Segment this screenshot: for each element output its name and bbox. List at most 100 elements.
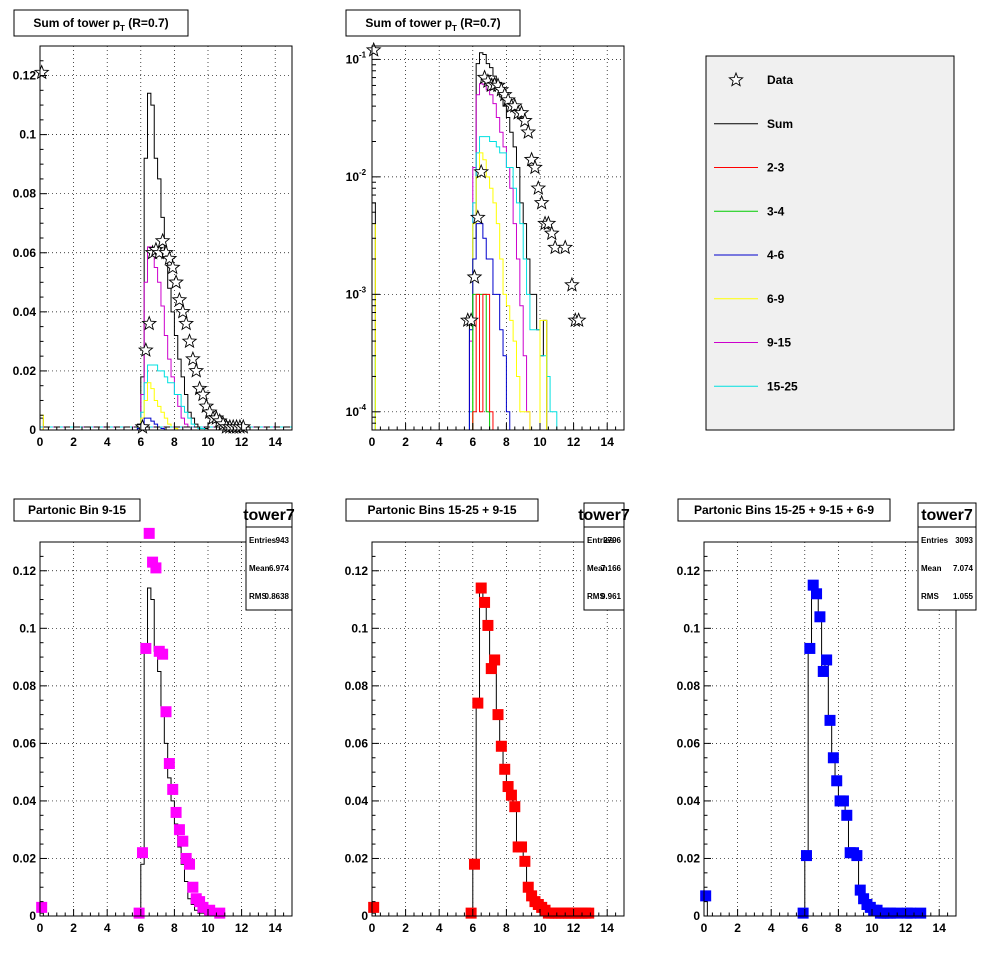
histogram-9-15: [40, 246, 292, 431]
chart-title: Partonic Bins 15-25 + 9-15: [367, 503, 516, 517]
data-point-square: [170, 806, 182, 818]
stats-name: tower7: [921, 507, 973, 524]
x-tick-label: 4: [768, 921, 775, 935]
stats-label: Mean: [921, 564, 942, 573]
data-point-square: [479, 596, 491, 608]
data-point-star: [564, 276, 580, 292]
stats-box: [917, 502, 977, 611]
y-tick-exponent: -3: [359, 285, 367, 294]
data-point-square: [36, 901, 48, 913]
data-point-star: [463, 312, 479, 328]
x-tick-label: 14: [933, 921, 947, 935]
legend-marker-star: [728, 71, 744, 87]
y-tick-exponent: -2: [359, 168, 367, 177]
y-tick-label: 0.08: [345, 679, 369, 693]
data-point-square: [204, 904, 216, 916]
y-tick-label: 0.06: [677, 736, 701, 750]
legend-item: Data: [728, 71, 793, 87]
panel-p1: 0 2 4 6 8 10 12 14 0 0.02 0.04 0.06 0.08 0.1 0.12 Sum o…: [13, 9, 293, 449]
x-tick-label: 8: [171, 921, 178, 935]
data-point-square: [150, 562, 162, 574]
y-tick-exponent: -4: [359, 403, 367, 412]
data-point-square: [499, 763, 511, 775]
y-tick-label: 0.06: [13, 736, 37, 750]
data-point-star: [540, 215, 557, 231]
histogram-6-9: [372, 152, 624, 431]
data-point-square: [807, 579, 819, 591]
chart-title: Partonic Bins 15-25 + 9-15 + 6-9: [694, 503, 874, 517]
panel-p5: 0 2 4 6 8 10 12 14 0 0.02 0.04 0.06 0.08 0.1 0.12 Parto…: [677, 498, 977, 935]
data-point-square: [214, 907, 226, 919]
x-tick-label: 2: [70, 921, 77, 935]
legend-label: 15-25: [767, 379, 798, 393]
legend-label: 2-3: [767, 161, 785, 175]
chart-title: Sum of tower pT (R=0.7): [33, 16, 168, 33]
data-point-star: [469, 209, 486, 225]
y-tick-label: 0.1: [19, 621, 36, 635]
stats-box: [583, 502, 625, 611]
data-point-star: [557, 239, 574, 255]
stats-value: 7.166: [601, 564, 622, 573]
x-tick-label: 0: [701, 921, 708, 935]
histogram-15-25: [40, 364, 292, 431]
data-point-square: [824, 714, 836, 726]
legend-item: 6-9: [714, 292, 785, 306]
x-tick-label: 8: [171, 435, 178, 449]
x-tick-label: 6: [137, 435, 144, 449]
data-point-square: [811, 588, 823, 600]
y-tick-label: 0.08: [13, 679, 37, 693]
chart-title-box: [345, 498, 539, 522]
data-point-square: [854, 884, 866, 896]
data-point-square: [851, 850, 863, 862]
y-tick-label: 0.08: [677, 679, 701, 693]
y-tick-label: 10: [346, 287, 360, 301]
legend-label: Sum: [767, 117, 793, 131]
data-point-square: [516, 841, 528, 853]
data-point-star: [161, 250, 178, 266]
data-point-star: [527, 159, 543, 175]
plot-frame: [371, 45, 625, 431]
data-point-star: [533, 194, 550, 210]
y-tick-label: 0.04: [13, 305, 37, 319]
data-point-star: [570, 312, 587, 328]
x-tick-label: 2: [402, 921, 409, 935]
data-point-square: [492, 709, 504, 721]
data-point-star: [158, 244, 174, 260]
legend-item: 15-25: [714, 379, 798, 393]
data-point-square: [509, 801, 521, 813]
data-point-star: [506, 97, 523, 113]
legend-label: Data: [767, 73, 793, 87]
x-tick-label: 2: [402, 435, 409, 449]
data-point-square: [841, 809, 853, 821]
legend-label: 4-6: [767, 248, 785, 262]
data-point-square: [485, 663, 497, 675]
y-tick-label: 0.08: [13, 187, 37, 201]
data-point-square: [495, 740, 507, 752]
data-point-square: [915, 907, 927, 919]
y-tick-label: 0.1: [683, 621, 700, 635]
data-point-star: [174, 303, 191, 319]
x-tick-label: 14: [269, 435, 283, 449]
x-tick-label: 4: [436, 435, 443, 449]
legend-label: 3-4: [767, 204, 785, 218]
data-point-square: [837, 795, 849, 807]
data-point-star: [530, 179, 547, 195]
x-tick-label: 14: [601, 921, 615, 935]
x-tick-label: 10: [533, 921, 547, 935]
x-tick-label: 6: [469, 435, 476, 449]
data-point-star: [543, 225, 560, 241]
x-tick-label: 0: [37, 435, 44, 449]
data-point-star: [178, 315, 195, 331]
x-tick-label: 2: [70, 435, 77, 449]
data-point-square: [583, 907, 595, 919]
stats-label: Entries: [587, 536, 615, 545]
x-tick-label: 12: [235, 435, 249, 449]
data-point-square: [147, 556, 159, 568]
stats-value: 3093: [955, 536, 973, 545]
data-point-square: [163, 758, 175, 770]
data-point-star: [33, 64, 50, 80]
histogram-2-3: [372, 293, 624, 431]
x-tick-label: 6: [469, 921, 476, 935]
legend-item: Sum: [714, 117, 793, 131]
